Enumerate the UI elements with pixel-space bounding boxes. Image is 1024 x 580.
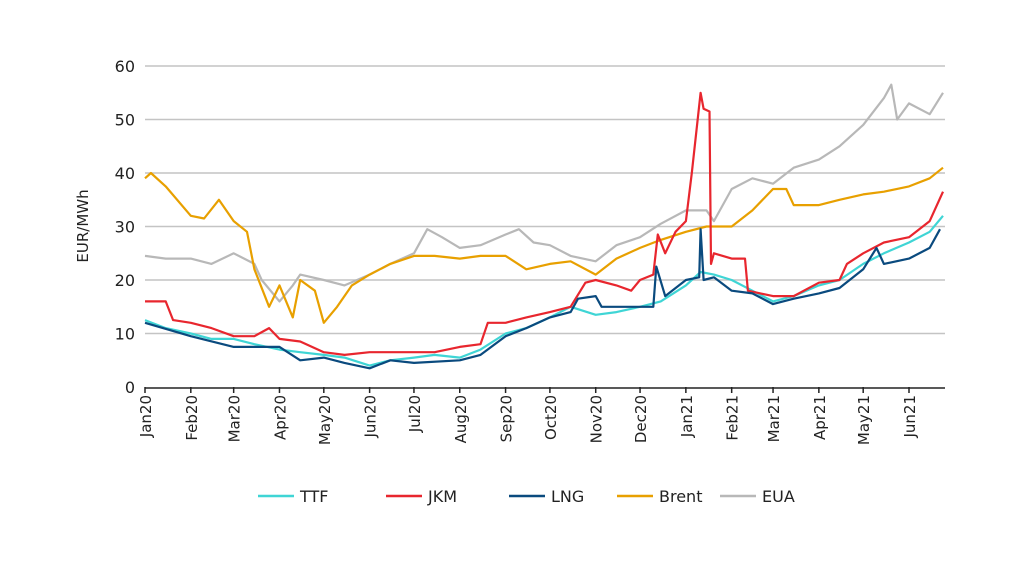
gridlines [145, 65, 945, 335]
y-tick-label: 0 [125, 378, 135, 397]
series-line-lng [144, 228, 941, 370]
x-tick-label: Mar21 [765, 395, 783, 442]
x-tick-label: Sep20 [498, 395, 516, 442]
x-tick-label: Jan20 [137, 395, 155, 438]
legend: TTF JKM LNG Brent EUA [258, 487, 795, 506]
x-tick-label: Nov20 [588, 395, 606, 443]
x-tick-label: Jan21 [678, 395, 696, 438]
y-tick-label: 30 [115, 218, 135, 237]
x-tick-label: Mar20 [226, 395, 244, 442]
series-line-ttf [144, 215, 944, 367]
legend-item-eua: EUA [720, 487, 795, 506]
legend-label: TTF [299, 487, 328, 506]
series-line-jkm [145, 91, 945, 356]
x-tick-label: May20 [316, 395, 334, 445]
x-axis: Jan20 Feb20 Mar20 Apr20 May20 Jun20 Jul20 Aug20… [137, 387, 945, 445]
legend-label: LNG [551, 487, 584, 506]
legend-item-brent: Brent [617, 487, 702, 506]
series-line-brent [144, 166, 944, 324]
series-line-eua [144, 83, 944, 303]
x-tick-label: Jun21 [901, 395, 919, 439]
y-axis-ticks: 0 10 20 30 40 50 60 [115, 57, 135, 397]
x-tick-label: Aug20 [452, 395, 470, 443]
legend-label: EUA [762, 487, 795, 506]
x-tick-label: May21 [855, 395, 873, 445]
x-tick-label: Jun20 [362, 395, 380, 439]
x-tick-label: Apr20 [271, 395, 289, 440]
y-tick-label: 10 [115, 325, 135, 344]
y-tick-label: 50 [115, 111, 135, 130]
legend-label: Brent [659, 487, 702, 506]
legend-item-ttf: TTF [258, 487, 328, 506]
x-tick-label: Jul20 [406, 395, 424, 433]
x-tick-label: Feb21 [724, 395, 742, 441]
legend-label: JKM [427, 487, 457, 506]
y-tick-label: 60 [115, 57, 135, 76]
y-axis-label: EUR/MWh [74, 189, 92, 262]
legend-item-jkm: JKM [386, 487, 457, 506]
x-tick-label: Oct20 [542, 395, 560, 440]
series-lines [144, 83, 945, 370]
legend-item-lng: LNG [509, 487, 584, 506]
x-tick-label: Feb20 [183, 395, 201, 441]
x-tick-label: Dec20 [632, 395, 650, 443]
y-tick-label: 40 [115, 164, 135, 183]
x-tick-label: Apr21 [811, 395, 829, 440]
y-tick-label: 20 [115, 271, 135, 290]
